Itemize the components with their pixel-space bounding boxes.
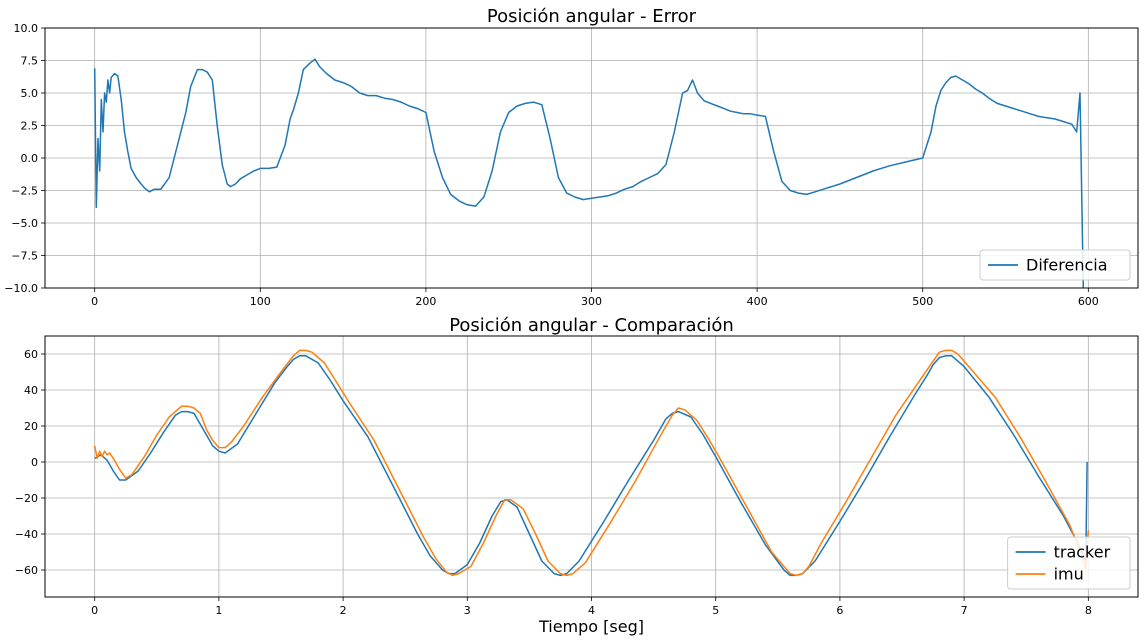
chart-error-ytick-label: 0.0 xyxy=(21,152,39,165)
chart-error-xtick-label: 300 xyxy=(581,295,602,308)
chart-error-legend: Diferencia xyxy=(979,249,1131,281)
chart-comparison-xtick-label: 6 xyxy=(836,604,843,617)
chart-comparison-legend-label: imu xyxy=(1054,565,1084,584)
chart-comparison-xtick-label: 3 xyxy=(464,604,471,617)
chart-error-xtick-label: 400 xyxy=(747,295,768,308)
chart-error-ytick-label: −5.0 xyxy=(11,217,38,230)
chart-comparison-series-imu xyxy=(93,349,1090,577)
chart-comparison-ytick-label: −60 xyxy=(15,564,38,577)
chart-error-legend-label: Diferencia xyxy=(1026,256,1108,275)
chart-comparison: Posición angular - Comparación 0 1 2 3 4 5 6 7 8… xyxy=(15,315,1139,636)
chart-comparison-xtick-label: 8 xyxy=(1085,604,1092,617)
chart-error-ticks: 0 100 200 300 400 500 600 −10.0 −7.5 −5.0 −2.5 0.0 2… xyxy=(4,22,1099,308)
chart-comparison-ticks: 0 1 2 3 4 5 6 7 8 −60 −40 −20 0 20 40 60 xyxy=(15,348,1092,617)
chart-error-legend-box xyxy=(979,249,1131,281)
chart-error-xtick-label: 0 xyxy=(91,295,98,308)
chart-error-xtick-label: 600 xyxy=(1078,295,1099,308)
chart-error-frame xyxy=(44,27,1139,289)
chart-error-title: Posición angular - Error xyxy=(487,6,697,27)
chart-error-xtick-label: 500 xyxy=(912,295,933,308)
chart-comparison-xtick-label: 0 xyxy=(91,604,98,617)
chart-error-ytick-label: −7.5 xyxy=(11,250,38,263)
chart-error-grid xyxy=(45,27,1138,289)
chart-error-xtick-label: 100 xyxy=(250,295,271,308)
chart-comparison-xtick-label: 4 xyxy=(588,604,595,617)
chart-comparison-grid xyxy=(45,336,1138,597)
chart-error-ytick-label: −10.0 xyxy=(4,282,38,295)
chart-comparison-legend-label: tracker xyxy=(1054,543,1111,562)
chart-comparison-frame xyxy=(44,335,1139,598)
chart-comparison-ytick-label: 20 xyxy=(24,420,38,433)
chart-error-series-diferencia xyxy=(93,58,1085,288)
chart-comparison-legend-box xyxy=(1007,536,1131,590)
chart-comparison-xtick-label: 2 xyxy=(340,604,347,617)
chart-comparison-ytick-label: 40 xyxy=(24,384,38,397)
chart-error-ytick-label: 10.0 xyxy=(14,22,39,35)
chart-comparison-legend: tracker imu xyxy=(1007,536,1131,590)
chart-comparison-xtick-label: 5 xyxy=(712,604,719,617)
chart-error: Posición angular - Error 0 100 200 300 400 50… xyxy=(4,6,1139,308)
chart-comparison-ytick-label: −40 xyxy=(15,528,38,541)
chart-error-ytick-label: 7.5 xyxy=(21,55,39,68)
chart-error-ytick-label: −2.5 xyxy=(11,185,38,198)
chart-comparison-plot xyxy=(93,349,1090,577)
chart-comparison-xtick-label: 1 xyxy=(215,604,222,617)
chart-comparison-xtick-label: 7 xyxy=(961,604,968,617)
chart-comparison-ytick-label: 0 xyxy=(31,456,38,469)
chart-comparison-series-tracker xyxy=(94,355,1088,577)
chart-comparison-title: Posición angular - Comparación xyxy=(449,315,734,336)
chart-error-ytick-label: 5.0 xyxy=(21,87,39,100)
chart-error-plot xyxy=(93,58,1085,288)
chart-comparison-ytick-label: 60 xyxy=(24,348,38,361)
chart-error-ytick-label: 2.5 xyxy=(21,120,39,133)
chart-comparison-xlabel: Tiempo [seg] xyxy=(538,617,644,636)
chart-comparison-ytick-label: −20 xyxy=(15,492,38,505)
chart-error-xtick-label: 200 xyxy=(415,295,436,308)
